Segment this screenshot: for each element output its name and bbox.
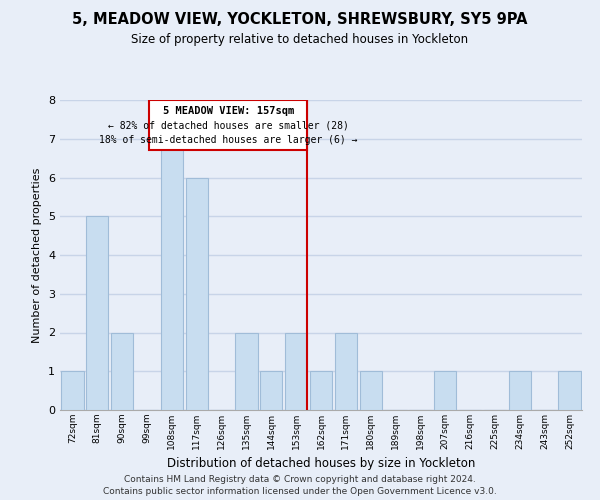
Bar bbox=[111, 332, 133, 410]
Text: Size of property relative to detached houses in Yockleton: Size of property relative to detached ho… bbox=[131, 32, 469, 46]
Text: 18% of semi-detached houses are larger (6) →: 18% of semi-detached houses are larger (… bbox=[99, 134, 358, 144]
Text: ← 82% of detached houses are smaller (28): ← 82% of detached houses are smaller (28… bbox=[108, 120, 349, 130]
Bar bbox=[260, 371, 283, 410]
Text: 5, MEADOW VIEW, YOCKLETON, SHREWSBURY, SY5 9PA: 5, MEADOW VIEW, YOCKLETON, SHREWSBURY, S… bbox=[72, 12, 528, 28]
Bar bbox=[86, 216, 109, 410]
X-axis label: Distribution of detached houses by size in Yockleton: Distribution of detached houses by size … bbox=[167, 458, 475, 470]
Text: Contains HM Land Registry data © Crown copyright and database right 2024.: Contains HM Land Registry data © Crown c… bbox=[124, 476, 476, 484]
Bar bbox=[310, 371, 332, 410]
Bar bbox=[149, 100, 307, 150]
Bar bbox=[509, 371, 531, 410]
Bar bbox=[185, 178, 208, 410]
Bar bbox=[235, 332, 257, 410]
Bar bbox=[61, 371, 83, 410]
Bar bbox=[559, 371, 581, 410]
Text: 5 MEADOW VIEW: 157sqm: 5 MEADOW VIEW: 157sqm bbox=[163, 106, 294, 116]
Bar bbox=[359, 371, 382, 410]
Y-axis label: Number of detached properties: Number of detached properties bbox=[32, 168, 43, 342]
Bar bbox=[335, 332, 357, 410]
Bar bbox=[161, 138, 183, 410]
Text: Contains public sector information licensed under the Open Government Licence v3: Contains public sector information licen… bbox=[103, 486, 497, 496]
Bar bbox=[434, 371, 457, 410]
Bar bbox=[285, 332, 307, 410]
